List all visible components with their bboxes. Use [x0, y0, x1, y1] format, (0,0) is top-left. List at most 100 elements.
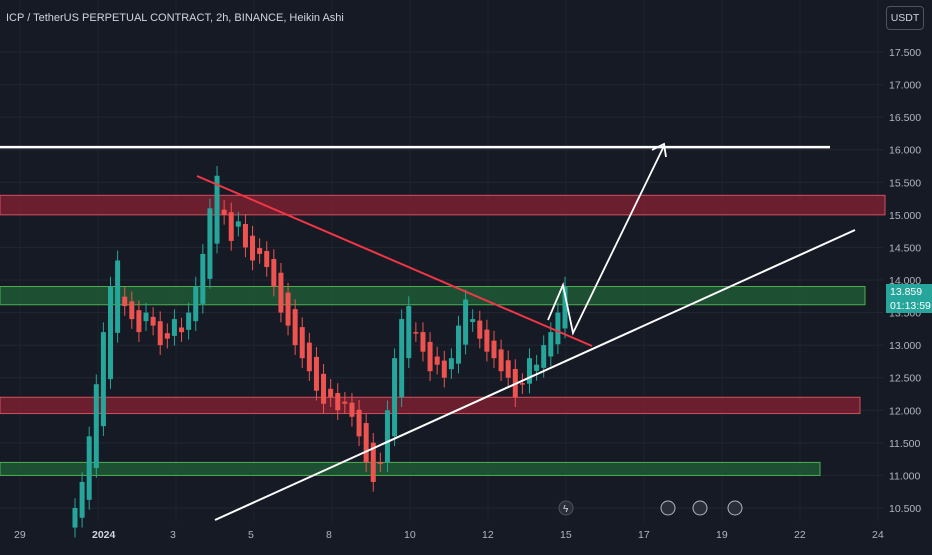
candle-body: [420, 332, 426, 352]
candle-body: [470, 319, 476, 323]
time-tick-label: 10: [404, 529, 416, 541]
time-tick-label: 15: [560, 529, 572, 541]
candle-body: [427, 341, 433, 372]
grid-lines: [0, 51, 883, 509]
projection-arrowhead: [651, 142, 667, 158]
currency-selector[interactable]: USDT: [886, 6, 924, 30]
candle-body: [207, 208, 213, 279]
candle-body: [108, 286, 114, 380]
candle-body: [193, 286, 199, 322]
lightning-icon[interactable]: [558, 500, 574, 516]
time-tick-label: 12: [482, 529, 494, 541]
candle-body: [278, 272, 284, 313]
candle-body: [356, 409, 362, 437]
candle-body: [79, 481, 85, 518]
zone-resistance: [0, 194, 886, 216]
candle-body: [271, 258, 277, 287]
candle-body: [321, 373, 327, 404]
candle-body: [526, 358, 532, 384]
candle-body: [335, 393, 341, 411]
candle-body: [328, 388, 334, 398]
candle-body: [221, 209, 227, 215]
candle-body: [242, 223, 248, 248]
price-tick-label: 15.000: [889, 210, 921, 222]
candle-body: [129, 301, 135, 320]
candle-body: [228, 212, 234, 241]
candle-body: [441, 360, 447, 378]
time-tick-label: 5: [248, 529, 254, 541]
zone-support-low: [0, 461, 821, 476]
candle-body: [164, 333, 170, 339]
candle-body: [72, 508, 78, 528]
candle-body: [214, 175, 220, 244]
candle-body: [264, 251, 270, 267]
price-tick-label: 14.500: [889, 242, 921, 254]
chart-title: ICP / TetherUS PERPETUAL CONTRACT, 2h, B…: [6, 12, 344, 24]
candle-body: [384, 410, 390, 463]
candle-body: [86, 436, 92, 500]
zones-layer: [0, 194, 886, 476]
price-tick-label: 15.500: [889, 177, 921, 189]
candle-body: [186, 312, 192, 330]
candle-body: [541, 345, 547, 368]
candle-body: [406, 306, 412, 359]
price-tick-label: 16.500: [889, 112, 921, 124]
time-tick-label: 3: [170, 529, 176, 541]
candle-body: [292, 309, 298, 346]
candle-body: [179, 327, 185, 333]
price-tick-label: 12.500: [889, 373, 921, 385]
candle-body: [370, 442, 376, 482]
us-flag-icon[interactable]: [692, 500, 708, 516]
us-flag-icon[interactable]: [727, 500, 743, 516]
candle-body: [136, 310, 142, 333]
us-flag-icon[interactable]: [660, 500, 676, 516]
bar-countdown: 01:13:59: [890, 300, 931, 312]
price-tick-label: 17.000: [889, 80, 921, 92]
candle-body: [413, 332, 419, 334]
candle-body: [235, 221, 241, 227]
candle-body: [349, 402, 355, 417]
candle-body: [498, 349, 504, 372]
zone-support-upper: [0, 286, 866, 306]
time-tick-label: 29: [14, 529, 26, 541]
time-tick-label: 17: [638, 529, 650, 541]
candle-body: [143, 312, 149, 322]
price-tick-label: 17.500: [889, 47, 921, 59]
price-axis[interactable]: 10.50011.00011.50012.00012.50013.00013.5…: [889, 47, 921, 515]
time-axis[interactable]: 29 2024 3 5 8 10 12 15 17 19 22 24: [14, 529, 884, 541]
time-tick-label: 22: [794, 529, 806, 541]
candle-body: [392, 358, 398, 437]
price-tick-label: 10.500: [889, 503, 921, 515]
ascending-trendline: [214, 229, 856, 521]
candle-body: [555, 312, 561, 345]
price-tick-label: 12.000: [889, 405, 921, 417]
candle-body: [157, 321, 163, 346]
candle-body: [463, 299, 469, 345]
candle-body: [363, 423, 369, 463]
candle-body: [257, 248, 263, 254]
time-tick-label: 24: [872, 529, 884, 541]
candle-body: [548, 332, 554, 357]
lightning-glyph: ϟ: [563, 504, 569, 515]
candle-body: [399, 319, 405, 398]
time-tick-label: 19: [716, 529, 728, 541]
candle-body: [505, 360, 511, 378]
candle-body: [455, 325, 461, 364]
last-price-tag: 13.859 01:13:59: [886, 284, 932, 313]
candle-body: [115, 260, 121, 333]
candle-body: [299, 327, 305, 359]
candle-body: [93, 384, 99, 469]
price-tick-label: 11.500: [889, 438, 920, 450]
candle-body: [434, 356, 440, 365]
candle-body: [534, 364, 540, 371]
candle-body: [122, 296, 128, 307]
event-icons: ϟ: [558, 500, 743, 516]
price-tick-label: 11.000: [889, 470, 920, 482]
price-tick-label: 16.000: [889, 145, 921, 157]
candle-body: [306, 342, 312, 372]
drawings-layer: [0, 142, 856, 521]
descending-trendline: [196, 175, 593, 347]
projection-path: [547, 145, 665, 336]
